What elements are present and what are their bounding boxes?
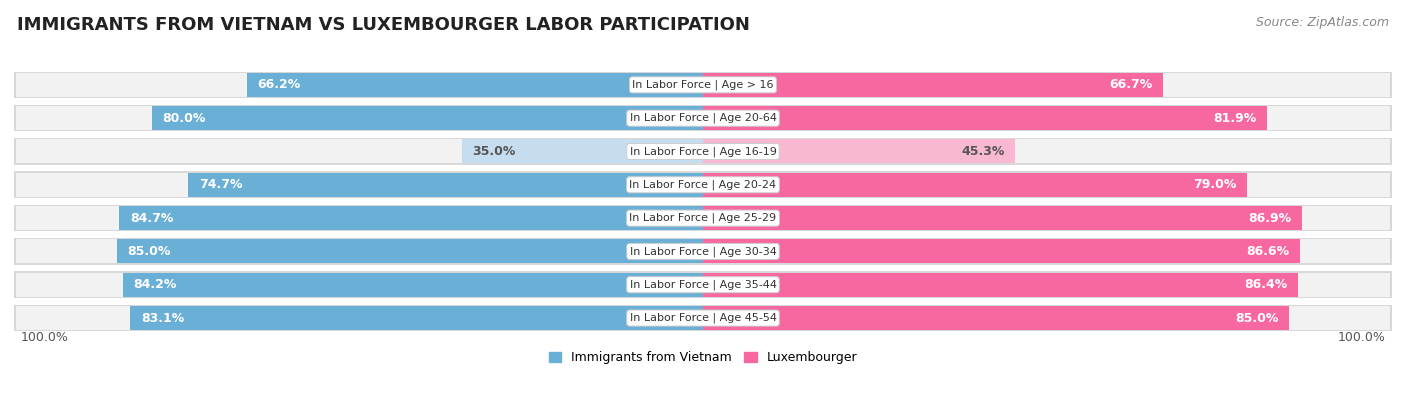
Legend: Immigrants from Vietnam, Luxembourger: Immigrants from Vietnam, Luxembourger [544, 346, 862, 369]
Text: In Labor Force | Age 30-34: In Labor Force | Age 30-34 [630, 246, 776, 257]
Text: 80.0%: 80.0% [162, 112, 205, 125]
Text: 35.0%: 35.0% [472, 145, 516, 158]
Bar [703, 73, 1163, 97]
Text: In Labor Force | Age > 16: In Labor Force | Age > 16 [633, 80, 773, 90]
Bar [15, 173, 1391, 197]
Bar [120, 206, 703, 230]
Text: In Labor Force | Age 20-64: In Labor Force | Age 20-64 [630, 113, 776, 123]
Bar [15, 139, 1391, 164]
Bar [461, 139, 703, 164]
Text: 84.2%: 84.2% [134, 278, 177, 291]
Text: In Labor Force | Age 20-24: In Labor Force | Age 20-24 [630, 180, 776, 190]
Bar [14, 105, 1392, 132]
Bar [14, 171, 1392, 198]
Bar [131, 306, 703, 330]
Text: 100.0%: 100.0% [21, 331, 69, 344]
Bar [15, 73, 1391, 97]
Text: 81.9%: 81.9% [1213, 112, 1257, 125]
Bar [703, 306, 1289, 330]
Text: 100.0%: 100.0% [1337, 331, 1385, 344]
Bar [703, 139, 1015, 164]
Bar [14, 271, 1392, 298]
Text: In Labor Force | Age 45-54: In Labor Force | Age 45-54 [630, 313, 776, 323]
Bar [122, 273, 703, 297]
Bar [703, 106, 1267, 130]
Bar [15, 239, 1391, 263]
Text: Source: ZipAtlas.com: Source: ZipAtlas.com [1256, 16, 1389, 29]
Bar [14, 205, 1392, 231]
Bar [14, 71, 1392, 98]
Text: 86.6%: 86.6% [1246, 245, 1289, 258]
Bar [14, 238, 1392, 265]
Bar [117, 239, 703, 263]
Bar [15, 306, 1391, 330]
Bar [703, 273, 1298, 297]
Text: 74.7%: 74.7% [198, 178, 242, 191]
Text: IMMIGRANTS FROM VIETNAM VS LUXEMBOURGER LABOR PARTICIPATION: IMMIGRANTS FROM VIETNAM VS LUXEMBOURGER … [17, 16, 749, 34]
Text: 85.0%: 85.0% [1234, 312, 1278, 325]
Bar [703, 239, 1299, 263]
Text: 66.2%: 66.2% [257, 78, 301, 91]
Bar [15, 206, 1391, 230]
Text: 79.0%: 79.0% [1194, 178, 1237, 191]
Bar [15, 106, 1391, 130]
Bar [247, 73, 703, 97]
Text: 84.7%: 84.7% [129, 212, 173, 225]
Bar [15, 273, 1391, 297]
Bar [703, 206, 1302, 230]
Text: 66.7%: 66.7% [1109, 78, 1152, 91]
Text: 83.1%: 83.1% [141, 312, 184, 325]
Bar [14, 138, 1392, 165]
Text: In Labor Force | Age 25-29: In Labor Force | Age 25-29 [630, 213, 776, 223]
Text: 86.9%: 86.9% [1249, 212, 1291, 225]
Text: In Labor Force | Age 16-19: In Labor Force | Age 16-19 [630, 146, 776, 157]
Bar [14, 305, 1392, 331]
Bar [188, 173, 703, 197]
Text: In Labor Force | Age 35-44: In Labor Force | Age 35-44 [630, 280, 776, 290]
Bar [703, 173, 1247, 197]
Text: 45.3%: 45.3% [962, 145, 1005, 158]
Text: 86.4%: 86.4% [1244, 278, 1288, 291]
Bar [152, 106, 703, 130]
Text: 85.0%: 85.0% [128, 245, 172, 258]
